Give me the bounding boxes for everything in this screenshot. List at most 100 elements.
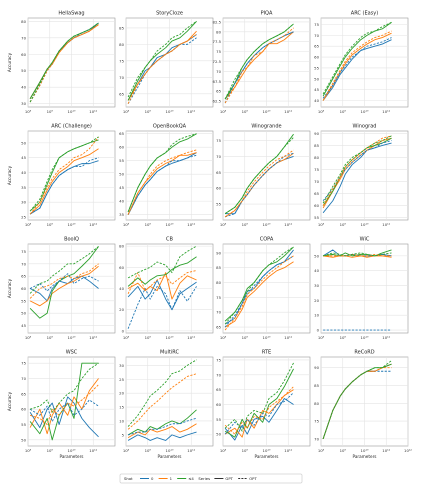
x-tick-label: 10¹¹ (284, 448, 292, 453)
y-tick-label: 0 (317, 328, 320, 333)
y-tick-label: 65 (21, 274, 26, 279)
x-tick-label: 10¹¹ (382, 109, 390, 114)
y-tick-label: 55 (216, 202, 221, 207)
x-tick-label: 10¹⁰ (68, 222, 76, 227)
series-line (224, 137, 294, 215)
y-tick-label: 65 (216, 325, 221, 330)
panel-title: MultiRC (160, 350, 179, 356)
series-line (224, 249, 294, 325)
x-tick-label: 10¹⁰ (263, 222, 271, 227)
x-tick-label: 10⁹ (47, 109, 54, 114)
y-tick-label: 30 (21, 101, 26, 106)
y-tick-label: 85 (216, 265, 221, 270)
x-tick-label: 10¹¹ (382, 335, 390, 340)
y-tick-label: 70 (216, 310, 221, 315)
x-tick-label: 10⁹ (145, 222, 152, 227)
series-line (224, 246, 294, 325)
series-line (224, 386, 294, 435)
series-line (29, 362, 99, 413)
legend-heading: Series (198, 476, 210, 481)
x-tick-label: 10⁹ (47, 448, 54, 453)
panel-boolq: 10⁸ 10⁹ 10¹⁰ 10¹¹ 45 50 55 60 65 70 75 BoolQ Accurac… (7, 237, 116, 340)
series-line (127, 279, 197, 311)
x-tick-label: 10⁸ (318, 222, 325, 227)
y-tick-label: 67.5 (213, 79, 222, 84)
series-line (322, 39, 392, 101)
panel-copa: 10⁸ 10⁹ 10¹⁰ 10¹¹ 65 70 75 80 85 90 COPA (216, 237, 311, 340)
series-line (29, 273, 99, 292)
panel-cb: 10⁸ 10⁹ 10¹⁰ 10¹¹ 0 20 40 60 80 CB (119, 237, 214, 340)
series-line (127, 373, 197, 430)
series-line (127, 270, 197, 294)
panel-title: Winograd (353, 124, 377, 130)
y-tick-label: 80 (314, 401, 319, 406)
y-tick-label: 20 (119, 391, 124, 396)
panel-winograd: 10⁸ 10⁹ 10¹⁰ 10¹¹ 55 60 65 70 75 80 85 90 Winograd (314, 124, 409, 227)
legend-label: 1 (170, 476, 173, 481)
y-tick-label: 50 (119, 172, 124, 177)
x-tick-label: 10¹⁰ (166, 222, 174, 227)
y-tick-label: 0 (122, 328, 125, 333)
panel-title: OpenBookQA (153, 124, 187, 130)
y-axis-label: Accuracy (7, 52, 12, 72)
x-tick-label: 10⁸ (25, 222, 32, 227)
x-tick-label: 10¹¹ (89, 335, 97, 340)
y-tick-label: 60 (21, 407, 26, 412)
y-tick-label: 15 (119, 405, 124, 410)
y-tick-label: 75 (119, 58, 124, 63)
series-line (127, 272, 197, 300)
y-tick-label: 60 (21, 52, 26, 57)
series-line (322, 30, 392, 101)
y-tick-label: 65 (216, 170, 221, 175)
x-tick-label: 10¹¹ (89, 222, 97, 227)
series-line (224, 255, 294, 328)
y-tick-label: 70 (21, 376, 26, 381)
y-tick-label: 65 (216, 89, 221, 94)
panel-title: CB (166, 237, 173, 243)
y-tick-label: 70 (21, 261, 26, 266)
y-tick-label: 40 (314, 98, 319, 103)
x-tick-label: 10⁹ (340, 335, 347, 340)
y-tick-label: 25 (21, 215, 26, 220)
x-tick-label: 10¹¹ (284, 109, 292, 114)
y-tick-label: 60 (119, 265, 124, 270)
series-line (29, 22, 99, 103)
series-line (224, 27, 294, 104)
y-tick-label: 50 (21, 311, 26, 316)
y-tick-label: 55 (314, 65, 319, 70)
x-tick-label: 10¹¹ (187, 222, 195, 227)
y-axis-label: Accuracy (7, 391, 12, 411)
x-tick-label: 10⁸ (123, 109, 130, 114)
series-line (127, 431, 197, 441)
panel-wic: 10⁸ 10⁹ 10¹⁰ 10¹¹ 0 10 20 30 40 50 WiC (314, 237, 409, 340)
series-line (127, 149, 197, 215)
y-tick-label: 80 (216, 29, 221, 34)
series-line (322, 252, 392, 257)
y-tick-label: 60 (216, 402, 221, 407)
x-tick-label: 10⁸ (25, 109, 32, 114)
series-line (224, 362, 294, 432)
y-tick-label: 75 (314, 167, 319, 172)
y-tick-label: 70 (314, 179, 319, 184)
x-tick-label: 10¹⁰ (166, 448, 174, 453)
legend-box (119, 473, 303, 484)
legend-label: 0 (151, 476, 154, 481)
panel-title: Winogrande (251, 124, 281, 130)
panel-piqa: 10⁸ 10⁹ 10¹⁰ 10¹¹ 62.5 65 67.5 70 72.5 75 77.5 80 82… (213, 11, 311, 114)
y-tick-label: 60 (314, 203, 319, 208)
x-tick-label: 10⁹ (340, 222, 347, 227)
x-tick-label: 10¹¹ (187, 335, 195, 340)
panel-rte: 10⁸ 10⁹ 10¹⁰ 10¹¹ 50 55 60 65 70 75 RTE Parameters (216, 350, 311, 459)
series-line (323, 255, 392, 258)
x-axis-label: Parameters (255, 454, 279, 459)
series-line (29, 136, 99, 212)
y-tick-label: 80 (314, 155, 319, 160)
x-tick-label: 10⁸ (318, 109, 325, 114)
series-line (29, 246, 99, 319)
series-line (29, 24, 99, 103)
series-line (224, 31, 294, 104)
x-tick-label: 10¹⁰ (166, 109, 174, 114)
y-tick-label: 85 (314, 383, 319, 388)
series-line (224, 152, 294, 218)
x-tick-label: 10⁸ (25, 448, 32, 453)
